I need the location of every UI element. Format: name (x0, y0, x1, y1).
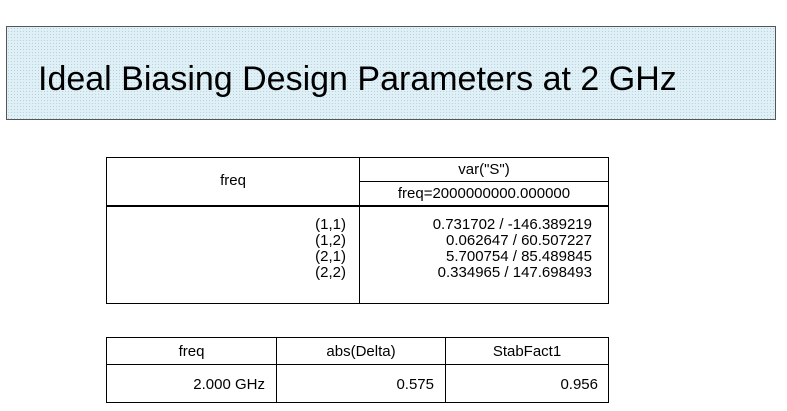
abs-delta-value: 0.575 (396, 376, 434, 393)
table-row-index: (2,1) (315, 248, 346, 265)
freq-value-subheader: freq=2000000000.000000 (397, 185, 571, 202)
abs-delta-header: abs(Delta) (326, 343, 396, 360)
index-column: (1,1) (1,2) (2,1) (2,2) (315, 217, 346, 281)
page-title: Ideal Biasing Design Parameters at 2 GHz (38, 60, 677, 98)
column-divider (359, 158, 360, 303)
var-s-header: var("S") (458, 161, 510, 178)
table-row-value: 0.334965 / 147.698493 (437, 264, 592, 281)
stability-table: freq abs(Delta) StabFact1 2.000 GHz 0.57… (106, 337, 609, 403)
freq-value: 2.000 GHz (193, 376, 265, 393)
table-row-value: 5.700754 / 85.489845 (446, 248, 592, 265)
column-divider (276, 338, 277, 402)
stabfact1-header: StabFact1 (492, 343, 562, 360)
title-banner: Ideal Biasing Design Parameters at 2 GHz (6, 26, 776, 120)
table-row-value: 0.731702 / -146.389219 (432, 216, 592, 233)
table-row-index: (1,1) (315, 216, 346, 233)
header-divider (359, 181, 608, 182)
stabfact1-value: 0.956 (560, 376, 598, 393)
table-row-value: 0.062647 / 60.507227 (446, 232, 592, 249)
freq-header: freq (220, 172, 246, 189)
s-parameter-table: freq var("S") freq=2000000000.000000 (1,… (106, 157, 609, 304)
value-column: 0.731702 / -146.389219 0.062647 / 60.507… (433, 217, 592, 281)
freq-header: freq (178, 343, 205, 360)
table-row-index: (2,2) (315, 264, 346, 281)
header-divider (107, 364, 608, 365)
table-row-index: (1,2) (315, 232, 346, 249)
column-divider (445, 338, 446, 402)
header-bottom-divider (107, 205, 608, 207)
